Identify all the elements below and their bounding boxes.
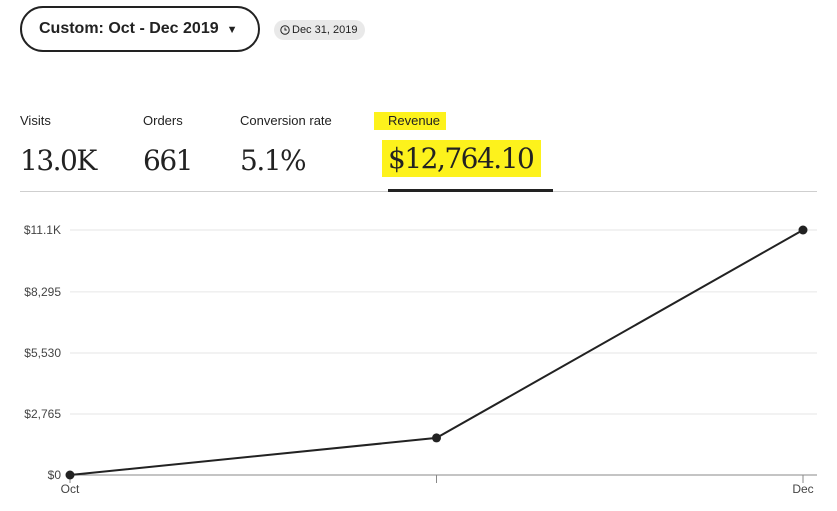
- active-tab-underline: [388, 189, 553, 192]
- x-tick-label: Oct: [61, 482, 80, 496]
- y-tick-label: $11.1K: [24, 223, 61, 237]
- stat-revenue-label: Revenue: [374, 112, 447, 130]
- stat-conversion-rate-label: Conversion rate: [240, 113, 332, 128]
- stat-conversion-rate-value: 5.1%: [240, 144, 307, 177]
- date-range-label: Custom: Oct - Dec 2019: [39, 20, 219, 37]
- last-updated-date: Dec 31, 2019: [292, 24, 358, 36]
- clock-icon: [280, 25, 290, 35]
- last-updated-chip: Dec 31, 2019: [274, 20, 366, 40]
- stat-conversion-rate[interactable]: Conversion rate 5.1%: [240, 112, 332, 177]
- data-point: [798, 225, 808, 235]
- date-range-dropdown[interactable]: Custom: Oct - Dec 2019 ▼: [20, 6, 260, 52]
- stat-orders-label: Orders: [143, 113, 183, 128]
- y-tick-label: $8,295: [24, 285, 61, 299]
- stat-visits-value: 13.0K: [20, 144, 97, 177]
- data-point: [65, 470, 75, 480]
- caret-down-icon: ▼: [226, 24, 238, 36]
- stat-revenue[interactable]: Revenue $12,764.10: [374, 112, 542, 177]
- stat-visits-label: Visits: [20, 113, 51, 128]
- stat-orders[interactable]: Orders 661: [143, 112, 193, 177]
- y-tick-label: $5,530: [24, 346, 61, 360]
- stat-visits[interactable]: Visits 13.0K: [20, 112, 97, 177]
- stat-orders-value: 661: [143, 144, 193, 177]
- y-tick-label: $0: [48, 468, 62, 482]
- stat-revenue-value: $12,764.10: [382, 140, 542, 177]
- data-point: [432, 433, 441, 443]
- x-tick-label: Dec: [792, 482, 813, 496]
- y-tick-label: $2,765: [24, 407, 61, 421]
